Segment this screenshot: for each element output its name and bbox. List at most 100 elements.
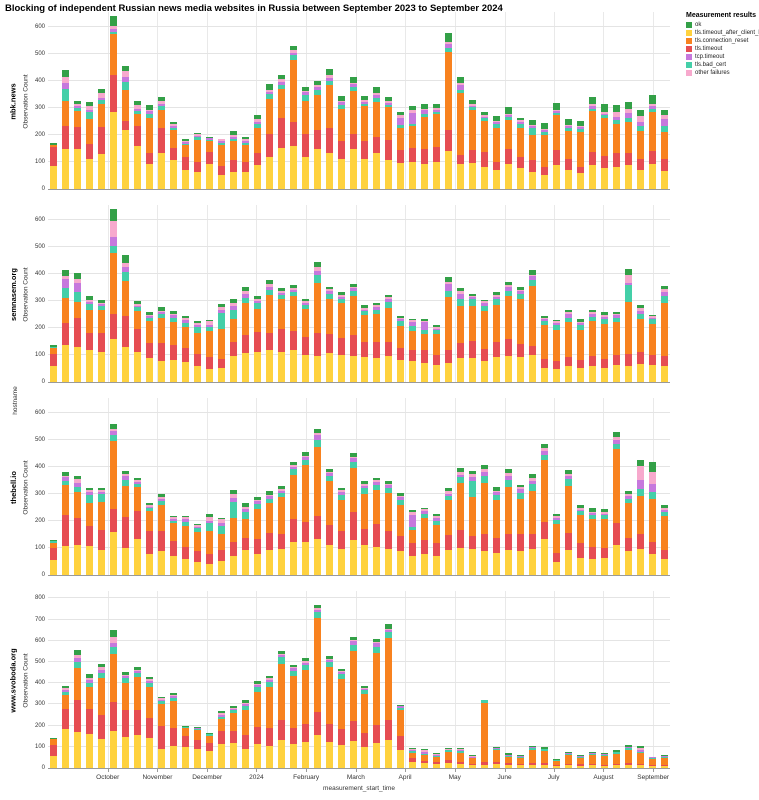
bar-segment: [385, 480, 393, 484]
y-tick-label: 700: [34, 616, 45, 623]
bar-segment: [445, 748, 453, 750]
bar-segment: [624, 496, 632, 499]
x-tick: [504, 769, 506, 772]
bar-segment: [217, 713, 225, 715]
bar-segment: [50, 348, 58, 354]
bar-segment: [397, 115, 405, 118]
bar-segment: [301, 457, 309, 460]
bar-segment: [217, 550, 225, 561]
bar-segment: [648, 756, 656, 758]
bar-segment: [612, 544, 620, 575]
bar-segment: [289, 350, 297, 382]
bar-segment: [397, 736, 405, 750]
bar-segment: [636, 319, 644, 352]
bar-segment: [86, 490, 94, 492]
legend-item-tls-bad-cert[interactable]: tls.bad_cert: [686, 62, 758, 68]
bar-segment: [516, 127, 524, 158]
bar-segment: [361, 96, 369, 101]
bar-segment: [337, 96, 345, 101]
legend-item-tls-connection-reset[interactable]: tls.connection_reset: [686, 38, 758, 44]
bar-segment: [134, 311, 142, 329]
bar-segment: [74, 482, 82, 487]
bar-segment: [552, 115, 560, 151]
gridline-vertical: [405, 205, 407, 382]
legend-item-tls-timeout[interactable]: tls.timeout: [686, 46, 758, 52]
bar-segment: [409, 761, 417, 768]
x-tick-label: February: [293, 774, 320, 781]
bar-segment: [576, 359, 584, 368]
bar-segment: [469, 548, 477, 575]
stacked-bar: [277, 485, 285, 575]
bar-segment: [421, 540, 429, 554]
bar-segment: [600, 753, 608, 755]
bar-segment: [433, 756, 441, 763]
bar-segment: [170, 555, 178, 575]
bar-segment: [361, 690, 369, 695]
bar-segment: [134, 667, 142, 670]
bar-segment: [277, 299, 285, 329]
bar-segment: [182, 326, 190, 349]
gridline-vertical: [405, 12, 407, 189]
bar-segment: [337, 338, 345, 355]
bar-segment: [241, 286, 249, 291]
bar-segment: [289, 664, 297, 668]
legend-item-tcp-timeout[interactable]: tcp.timeout: [686, 54, 758, 60]
bar-segment: [552, 760, 560, 765]
bar-segment: [241, 700, 249, 703]
bar-segment: [349, 644, 357, 651]
bar-segment: [445, 750, 453, 752]
bar-segment: [397, 495, 405, 498]
stacked-bar: [612, 312, 620, 382]
bar-segment: [588, 105, 596, 109]
bar-segment: [600, 118, 608, 156]
bar-segment: [205, 321, 213, 325]
bar-segment: [660, 355, 668, 367]
bar-segment: [122, 71, 130, 77]
bar-segment: [457, 749, 465, 751]
bar-segment: [217, 711, 225, 714]
bar-segment: [516, 498, 524, 534]
legend-item-ok[interactable]: ok: [686, 22, 758, 28]
bar-segment: [217, 306, 225, 311]
legend-item-tls-timeout-after-client-hello[interactable]: tls.timeout_after_client_hello: [686, 30, 759, 36]
bar-segment: [397, 705, 405, 707]
bar-segment: [397, 162, 405, 189]
bar-segment: [552, 111, 560, 113]
bar-segment: [325, 544, 333, 575]
bar-segment: [325, 723, 333, 742]
bar-segment: [648, 319, 656, 324]
bar-segment: [505, 164, 513, 189]
bar-segment: [349, 458, 357, 463]
gridline-vertical: [454, 591, 456, 768]
stacked-bar: [158, 697, 166, 768]
stacked-bar: [469, 294, 477, 382]
bar-segment: [301, 301, 309, 304]
bar-segment: [588, 513, 596, 515]
bar-segment: [325, 84, 333, 128]
bar-segment: [325, 293, 333, 299]
stacked-bar: [636, 109, 644, 189]
bar-segment: [660, 755, 668, 757]
stacked-bar: [313, 428, 321, 575]
stacked-bar: [576, 318, 584, 382]
bar-segment: [445, 760, 453, 764]
bar-segment: [493, 116, 501, 121]
bar-segment: [194, 532, 202, 552]
gridline-vertical: [553, 12, 555, 189]
bar-segment: [158, 360, 166, 382]
bar-segment: [301, 670, 309, 725]
x-tick-label: June: [497, 774, 512, 781]
bar-segment: [205, 324, 213, 328]
gridline-horizontal: [48, 161, 670, 163]
bar-segment: [552, 515, 560, 518]
bar-segment: [660, 509, 668, 513]
bar-segment: [289, 469, 297, 475]
bar-segment: [373, 546, 381, 575]
bar-segment: [325, 524, 333, 545]
bar-segment: [564, 474, 572, 477]
bar-segment: [62, 275, 70, 279]
bar-segment: [469, 757, 477, 759]
legend-item-other-failures[interactable]: other failures: [686, 70, 758, 76]
bar-segment: [50, 166, 58, 189]
bar-segment: [457, 762, 465, 765]
